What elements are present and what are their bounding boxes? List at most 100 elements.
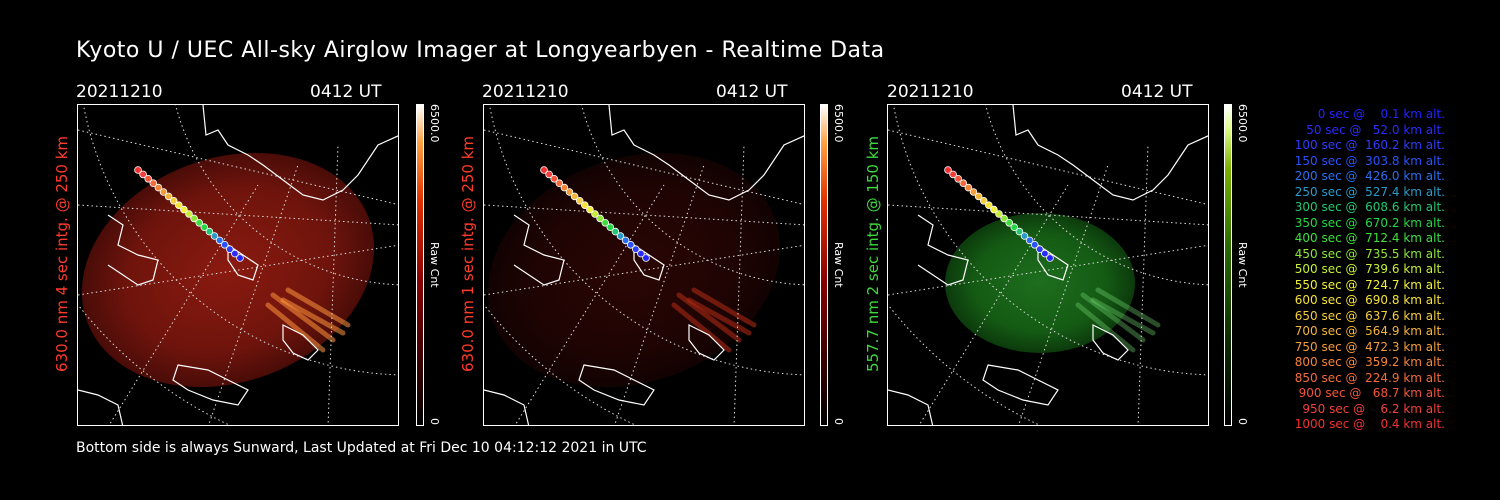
legend-row: 700 sec @ 564.9 km alt.: [1294, 324, 1445, 338]
trajectory-point: [979, 197, 988, 205]
panel-time: 0412 UT: [310, 82, 382, 102]
trajectory-point: [949, 170, 957, 179]
allsky-image: [887, 104, 1209, 426]
trajectory-point: [215, 236, 224, 245]
colorbar-max: 6500.0: [428, 104, 441, 143]
trajectory: [944, 166, 1054, 262]
trajectory-point: [1010, 223, 1019, 231]
panel-time: 0412 UT: [716, 82, 788, 102]
trajectory-point: [134, 166, 142, 174]
colorbar-min: 0: [428, 418, 441, 425]
trajectory-point: [175, 201, 183, 209]
legend-row: 650 sec @ 637.6 km alt.: [1294, 308, 1445, 323]
allsky-image: [483, 104, 805, 426]
trajectory-point: [1030, 241, 1039, 249]
legend-row: 800 sec @ 359.2 km alt.: [1294, 355, 1445, 369]
geo-grid: [484, 105, 804, 425]
aurora-streak: [691, 287, 757, 328]
legend-row: 400 sec @ 712.4 km alt.: [1294, 231, 1445, 245]
trajectory-point: [550, 175, 558, 183]
trajectory-point: [995, 210, 1003, 218]
panel-date: 20211210: [887, 82, 974, 102]
trajectory-point: [959, 179, 968, 187]
trajectory-point: [606, 223, 615, 231]
legend-row: 350 sec @ 670.2 km alt.: [1294, 215, 1445, 230]
aurora-streak: [686, 297, 752, 336]
legend-row: 750 sec @ 472.3 km alt.: [1294, 339, 1445, 354]
trajectory-point: [205, 227, 214, 236]
trajectory-point: [575, 197, 584, 205]
colorbar-min: 0: [832, 418, 845, 425]
trajectory-point: [565, 188, 574, 196]
colorbar: [820, 104, 828, 426]
legend-row: 500 sec @ 739.6 km alt.: [1294, 262, 1445, 276]
aurora-streak: [1095, 287, 1161, 328]
trajectory-point: [954, 175, 962, 183]
trajectory-point: [974, 192, 983, 201]
coastline: [888, 105, 1208, 425]
trajectory-point: [591, 210, 599, 218]
aurora-streak: [1080, 292, 1146, 343]
legend-row: 150 sec @ 303.8 km alt.: [1294, 153, 1445, 168]
allsky-image: [77, 104, 399, 426]
trajectory-point: [642, 254, 650, 262]
panel-date: 20211210: [76, 82, 163, 102]
aurora-streak: [285, 287, 351, 328]
trajectory-point: [626, 241, 635, 249]
trajectory-point: [144, 175, 152, 183]
trajectory-point: [1025, 236, 1034, 245]
geo-grid: [78, 105, 398, 425]
legend-row: 1000 sec @ 0.4 km alt.: [1294, 417, 1445, 431]
panel-ylabel: 557.7 nm 2 sec intg. @ 150 km: [864, 135, 882, 372]
colorbar-min: 0: [1236, 418, 1249, 425]
colorbar-unit: Raw Cnt: [1236, 242, 1249, 288]
legend-row: 950 sec @ 6.2 km alt.: [1302, 401, 1445, 416]
legend-row: 50 sec @ 52.0 km alt.: [1306, 122, 1445, 137]
aurora-streak: [1075, 302, 1136, 353]
trajectory-point: [586, 205, 594, 214]
trajectory-point: [632, 245, 640, 254]
sky-disk: [487, 152, 781, 388]
trajectory-point: [969, 188, 978, 196]
panel-time: 0412 UT: [1121, 82, 1193, 102]
trajectory-point: [944, 166, 952, 174]
sky-disk: [81, 152, 375, 388]
trajectory-point: [1046, 254, 1054, 262]
allsky-map: [484, 105, 804, 425]
legend-row: 0 sec @ 0.1 km alt.: [1317, 107, 1445, 121]
time-altitude-legend: 0 sec @ 0.1 km alt. 50 sec @ 52.0 km alt…: [1265, 107, 1445, 433]
colorbar: [416, 104, 424, 426]
trajectory-point: [545, 170, 553, 179]
trajectory-point: [226, 245, 234, 254]
colorbar: [1224, 104, 1232, 426]
trajectory: [134, 166, 244, 262]
trajectory: [540, 166, 650, 262]
trajectory-point: [581, 201, 589, 209]
trajectory-point: [611, 227, 620, 236]
trajectory-point: [210, 232, 219, 240]
allsky-map: [78, 105, 398, 425]
trajectory-point: [616, 232, 625, 240]
legend-row: 100 sec @ 160.2 km alt.: [1294, 138, 1445, 152]
trajectory-point: [1000, 214, 1008, 223]
colorbar-unit: Raw Cnt: [832, 242, 845, 288]
colorbar-unit: Raw Cnt: [428, 242, 441, 288]
aurora-streak: [671, 302, 732, 353]
trajectory-point: [180, 205, 188, 214]
trajectory-point: [220, 241, 229, 249]
trajectory-point: [570, 192, 579, 201]
trajectory-point: [964, 183, 973, 192]
legend-row: 900 sec @ 68.7 km alt.: [1298, 386, 1445, 400]
trajectory-point: [596, 214, 604, 223]
trajectory-point: [190, 214, 198, 223]
legend-row: 300 sec @ 608.6 km alt.: [1294, 200, 1445, 214]
trajectory-point: [1041, 249, 1049, 258]
trajectory-point: [139, 170, 147, 179]
panel-ylabel: 630.0 nm 1 sec intg. @ 250 km: [459, 135, 477, 372]
legend-row: 200 sec @ 426.0 km alt.: [1294, 169, 1445, 183]
trajectory-point: [985, 201, 993, 209]
trajectory-point: [637, 249, 645, 258]
trajectory-point: [601, 219, 609, 227]
trajectory-point: [195, 219, 203, 227]
colorbar-max: 6500.0: [832, 104, 845, 143]
